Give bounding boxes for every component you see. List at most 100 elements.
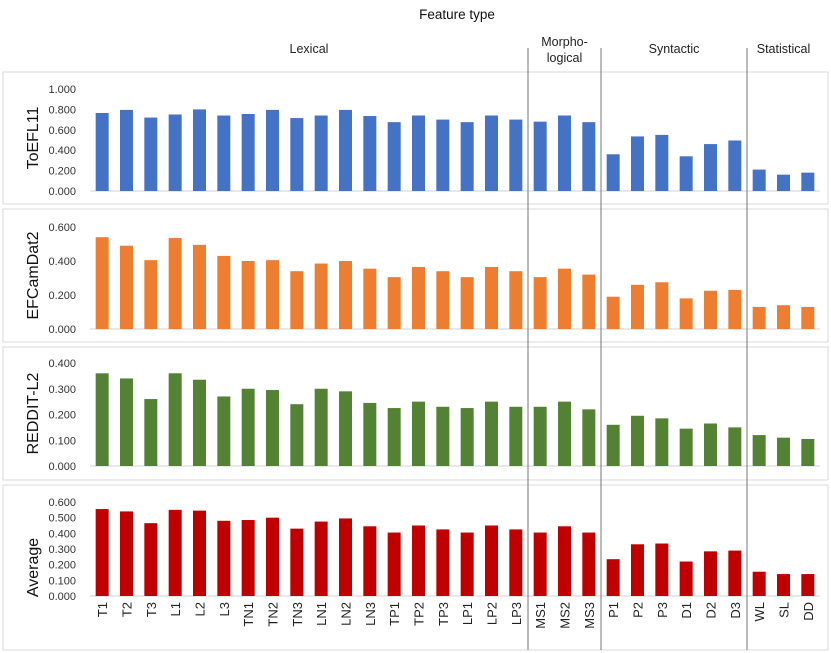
bar-MS2 xyxy=(558,401,571,467)
bar-P1 xyxy=(606,424,620,466)
bar-SL xyxy=(777,574,790,596)
group-label: Statistical xyxy=(757,42,811,56)
bar-TN3 xyxy=(290,118,304,191)
bar-MS1 xyxy=(533,121,547,191)
bar-SL xyxy=(777,437,790,466)
bar-LN2 xyxy=(339,109,352,191)
y-tick-label: 0.300 xyxy=(48,544,76,556)
bar-P1 xyxy=(606,154,620,191)
y-tick-label: 0.500 xyxy=(48,513,76,525)
bar-MS3 xyxy=(582,274,596,329)
bar-MS1 xyxy=(533,277,547,329)
bar-TN1 xyxy=(241,388,255,466)
group-label: Lexical xyxy=(290,42,329,56)
bar-P2 xyxy=(631,415,644,466)
x-tick-label: LP2 xyxy=(485,602,500,625)
x-tick-label: TN3 xyxy=(290,602,305,627)
x-tick-label: P2 xyxy=(631,602,646,618)
panel-frame xyxy=(2,208,829,343)
bar-LP2 xyxy=(485,401,498,467)
bar-P1 xyxy=(606,559,620,596)
x-tick-label: TP1 xyxy=(387,602,402,626)
x-tick-label: DD xyxy=(801,602,816,621)
x-tick-label: TN2 xyxy=(266,602,281,627)
x-tick-label: LP3 xyxy=(509,602,524,625)
bar-TN3 xyxy=(290,271,304,329)
bar-LP1 xyxy=(460,277,474,329)
bar-LN1 xyxy=(314,115,328,191)
x-tick-label: MS2 xyxy=(558,602,573,629)
group-label: Syntactic xyxy=(649,42,700,56)
bar-MS1 xyxy=(533,406,547,466)
y-tick-label: 0.000 xyxy=(48,186,76,198)
bar-T1 xyxy=(95,112,109,191)
y-tick-label: 0.400 xyxy=(48,256,76,268)
y-tick-label: 0.600 xyxy=(48,125,76,137)
panel-frame xyxy=(2,71,829,205)
y-tick-label: 0.100 xyxy=(48,435,76,447)
y-tick-label: 0.600 xyxy=(48,222,76,234)
panel-0: ToEFL11 0.000 0.200 0.400 0.600 0.800 1.000 xyxy=(2,71,829,205)
bar-L3 xyxy=(217,115,231,191)
bar-L3 xyxy=(217,396,231,466)
y-tick-label: 0.200 xyxy=(48,410,76,422)
panel-label: REDDIT-L2 xyxy=(25,373,42,455)
bar-WL xyxy=(752,306,766,329)
bar-P3 xyxy=(655,282,669,329)
bar-TP2 xyxy=(412,115,425,191)
bar-LN1 xyxy=(314,388,328,466)
bar-DD xyxy=(801,574,815,596)
bar-TP2 xyxy=(412,401,425,467)
bar-LP3 xyxy=(509,271,523,329)
y-tick-label: 0.200 xyxy=(48,560,76,572)
bar-LP1 xyxy=(460,408,474,466)
panel-label: EFCamDat2 xyxy=(25,231,42,319)
bar-TP1 xyxy=(387,532,401,596)
panel-frame xyxy=(2,346,829,481)
bar-TN2 xyxy=(266,517,279,596)
bar-P3 xyxy=(655,134,669,191)
x-tick-label: L1 xyxy=(168,602,183,616)
bar-LP2 xyxy=(485,525,498,596)
y-tick-label: 0.800 xyxy=(48,104,76,116)
bar-D2 xyxy=(704,290,717,329)
x-tick-label: LN1 xyxy=(314,602,329,626)
bar-SL xyxy=(777,305,790,329)
x-tick-label: P3 xyxy=(655,602,670,618)
bar-T2 xyxy=(120,245,133,329)
bar-P3 xyxy=(655,418,669,466)
y-tick-label: 0.600 xyxy=(48,497,76,509)
bar-TP3 xyxy=(436,529,450,596)
x-tick-label: TP2 xyxy=(412,602,427,626)
y-tick-label: 0.200 xyxy=(48,166,76,178)
bar-D2 xyxy=(704,144,717,191)
bar-LN1 xyxy=(314,521,328,596)
group-label: logical xyxy=(547,51,582,65)
bar-TN1 xyxy=(241,261,255,329)
bar-TP3 xyxy=(436,406,450,466)
bar-L2 xyxy=(193,379,206,466)
bar-TN2 xyxy=(266,260,279,329)
bar-P2 xyxy=(631,136,644,191)
x-tick-label: D1 xyxy=(679,602,694,619)
bar-TP1 xyxy=(387,408,401,466)
bar-TP1 xyxy=(387,277,401,329)
bar-P2 xyxy=(631,284,644,329)
bar-L1 xyxy=(168,509,182,596)
bar-L1 xyxy=(168,114,182,191)
bar-TP2 xyxy=(412,266,425,329)
bar-TP3 xyxy=(436,119,450,191)
bar-MS3 xyxy=(582,122,596,191)
bar-TP2 xyxy=(412,525,425,596)
bar-LN2 xyxy=(339,391,352,466)
bar-LN3 xyxy=(363,116,377,191)
bar-MS1 xyxy=(533,532,547,596)
x-tick-label: TP3 xyxy=(436,602,451,626)
bar-P3 xyxy=(655,543,669,596)
bar-MS3 xyxy=(582,409,596,466)
bar-LN3 xyxy=(363,526,377,596)
panel-label: ToEFL11 xyxy=(25,106,42,169)
y-tick-label: 0.000 xyxy=(48,591,76,603)
bar-LP2 xyxy=(485,115,498,191)
bar-LP3 xyxy=(509,529,523,596)
